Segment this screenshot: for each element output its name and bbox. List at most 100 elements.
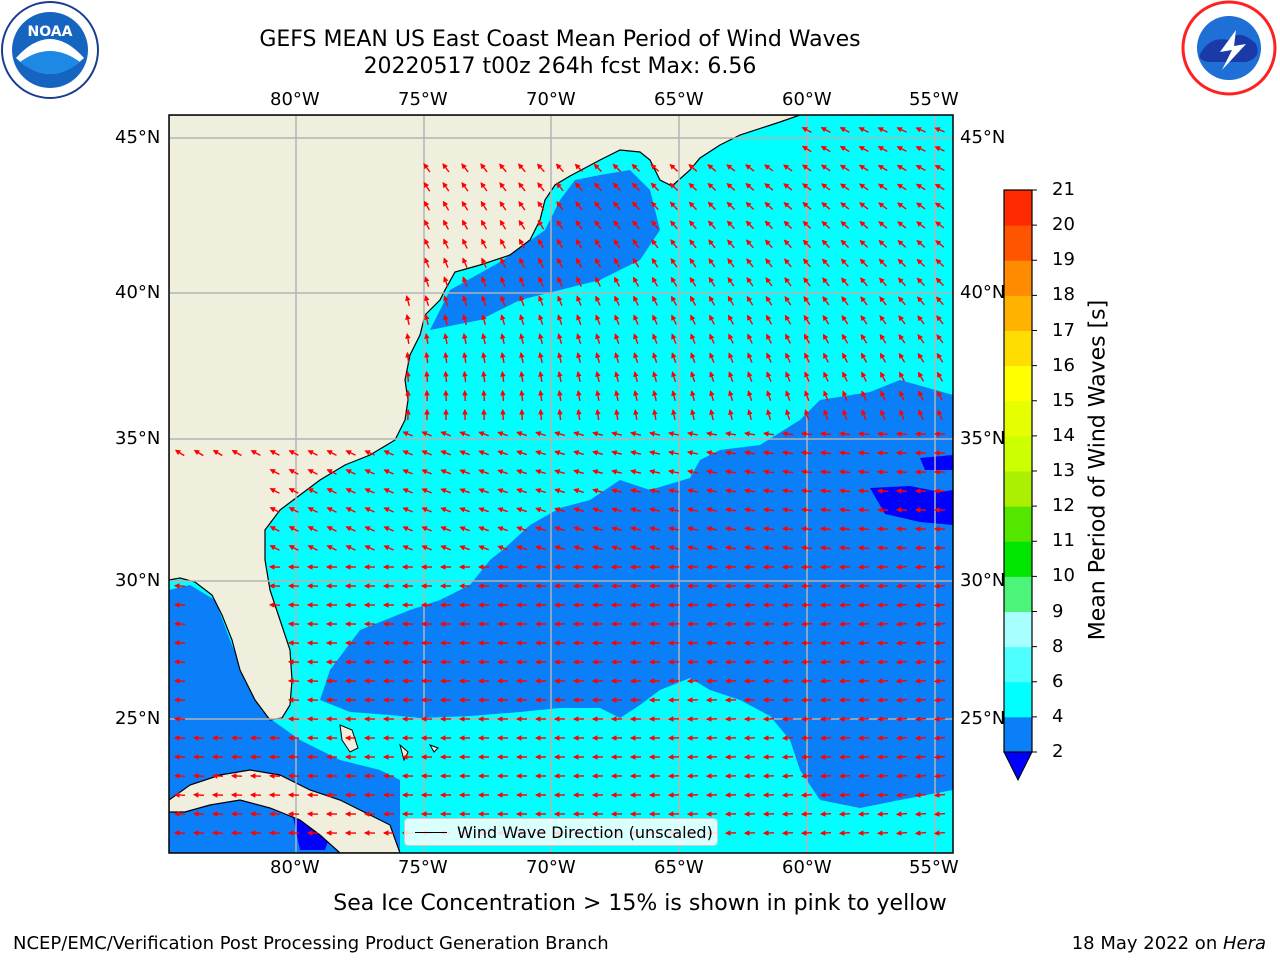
wind-wave-arrow: [402, 450, 413, 456]
wind-wave-arrow: [516, 488, 528, 494]
wind-wave-arrow: [499, 238, 507, 249]
wind-wave-arrow: [727, 239, 735, 249]
wind-wave-arrow: [689, 295, 697, 306]
wind-wave-arrow: [519, 408, 525, 421]
wind-wave-arrow: [762, 488, 774, 494]
wind-wave-arrow: [821, 183, 831, 191]
wind-wave-arrow: [857, 469, 870, 475]
wind-wave-arrow: [781, 811, 794, 817]
wind-wave-arrow: [766, 409, 772, 420]
wind-wave-arrows: [173, 126, 946, 836]
wind-wave-arrow: [424, 238, 430, 249]
wind-wave-arrow: [804, 409, 810, 421]
wind-wave-arrow: [860, 352, 868, 363]
wind-wave-arrow: [269, 488, 280, 494]
wind-wave-arrow: [800, 526, 813, 532]
wind-wave-arrow: [402, 488, 413, 494]
wind-wave-arrow: [728, 390, 734, 402]
wind-wave-arrow: [557, 295, 563, 306]
wind-wave-arrow: [649, 431, 661, 437]
wind-wave-arrow: [576, 295, 582, 306]
wind-wave-arrow: [424, 370, 430, 383]
wind-wave-arrow: [462, 389, 468, 402]
wind-wave-arrow: [611, 488, 622, 494]
wind-wave-arrow: [669, 182, 679, 192]
wind-wave-arrow: [459, 526, 470, 532]
wind-wave-arrow: [933, 811, 946, 817]
wind-wave-arrow: [705, 431, 718, 437]
wind-wave-arrow: [859, 239, 869, 248]
wind-wave-arrow: [668, 469, 680, 475]
wind-wave-arrow: [576, 314, 582, 325]
wind-wave-arrow: [442, 181, 450, 192]
colorbar-swatch: [1004, 190, 1032, 226]
wind-wave-arrow: [803, 314, 811, 325]
wind-wave-arrow: [670, 276, 678, 287]
wind-wave-arrow: [897, 239, 907, 248]
wind-wave-arrow: [705, 469, 718, 475]
wind-wave-arrow: [383, 507, 394, 513]
wind-wave-arrow: [554, 450, 565, 456]
wind-wave-arrow: [895, 659, 908, 665]
wind-wave-arrow: [573, 526, 584, 532]
wind-wave-arrow: [595, 389, 601, 402]
wind-wave-arrow: [916, 296, 925, 306]
wind-wave-arrow: [819, 450, 832, 456]
wind-wave-arrow: [876, 697, 889, 703]
wind-wave-arrow: [936, 315, 944, 325]
wind-wave-arrow: [462, 238, 468, 249]
wind-wave-arrow: [497, 526, 508, 532]
wind-wave-arrow: [421, 545, 432, 551]
wind-wave-arrow: [895, 697, 908, 703]
wind-wave-arrow: [364, 526, 375, 532]
wind-wave-arrow: [857, 830, 870, 836]
wind-wave-arrow: [838, 431, 851, 437]
wind-wave-arrow: [878, 202, 888, 210]
wind-wave-arrow: [670, 257, 678, 268]
wind-wave-arrow: [518, 219, 526, 230]
wind-wave-arrow: [914, 773, 927, 779]
wind-wave-arrow: [898, 315, 906, 325]
wind-wave-arrow: [745, 182, 755, 191]
wind-wave-arrow: [364, 488, 375, 494]
wind-wave-arrow: [459, 507, 470, 513]
wind-wave-arrow: [613, 257, 621, 268]
wind-wave-arrow: [783, 201, 793, 210]
wind-wave-arrow: [442, 200, 450, 211]
wind-wave-arrow: [480, 182, 488, 192]
wind-wave-arrow: [857, 811, 870, 817]
wind-wave-arrow: [443, 333, 449, 345]
legend-label: Wind Wave Direction (unscaled): [457, 823, 713, 842]
wind-wave-arrow: [421, 526, 432, 532]
wind-wave-arrow: [269, 450, 280, 456]
wind-wave-arrow: [424, 314, 430, 326]
wind-wave-arrow: [724, 507, 737, 513]
wind-wave-arrow: [766, 333, 772, 344]
wind-wave-arrow: [345, 450, 356, 456]
wind-wave-arrow: [857, 659, 870, 665]
wind-wave-arrow: [405, 314, 411, 326]
wind-wave-arrow: [819, 431, 832, 437]
wind-wave-arrow: [857, 602, 870, 608]
wind-wave-arrow: [630, 526, 642, 532]
wind-wave-arrow: [576, 389, 582, 402]
wind-wave-arrow: [820, 145, 831, 153]
wind-wave-arrow: [575, 238, 583, 249]
wind-wave-arrow: [364, 507, 375, 513]
footer-credit: NCEP/EMC/Verification Post Processing Pr…: [13, 933, 609, 954]
wind-wave-arrow: [877, 164, 888, 172]
wind-wave-arrow: [784, 314, 792, 325]
wind-wave-arrow: [838, 754, 851, 760]
lat-tick-right-30n: 30°N: [960, 570, 1006, 591]
wind-wave-arrow: [802, 201, 812, 210]
lon-tick-bottom-80w: 80°W: [270, 857, 320, 878]
wind-wave-arrow: [726, 201, 736, 211]
wind-wave-arrow: [897, 277, 906, 287]
wind-wave-arrow: [917, 315, 925, 325]
wind-wave-arrow: [728, 352, 734, 363]
wind-wave-arrow: [822, 333, 830, 344]
wind-wave-arrow: [613, 276, 621, 287]
wind-wave-arrow: [800, 602, 813, 608]
lat-tick-left-45n: 45°N: [115, 127, 161, 148]
wind-wave-arrow: [838, 830, 851, 836]
